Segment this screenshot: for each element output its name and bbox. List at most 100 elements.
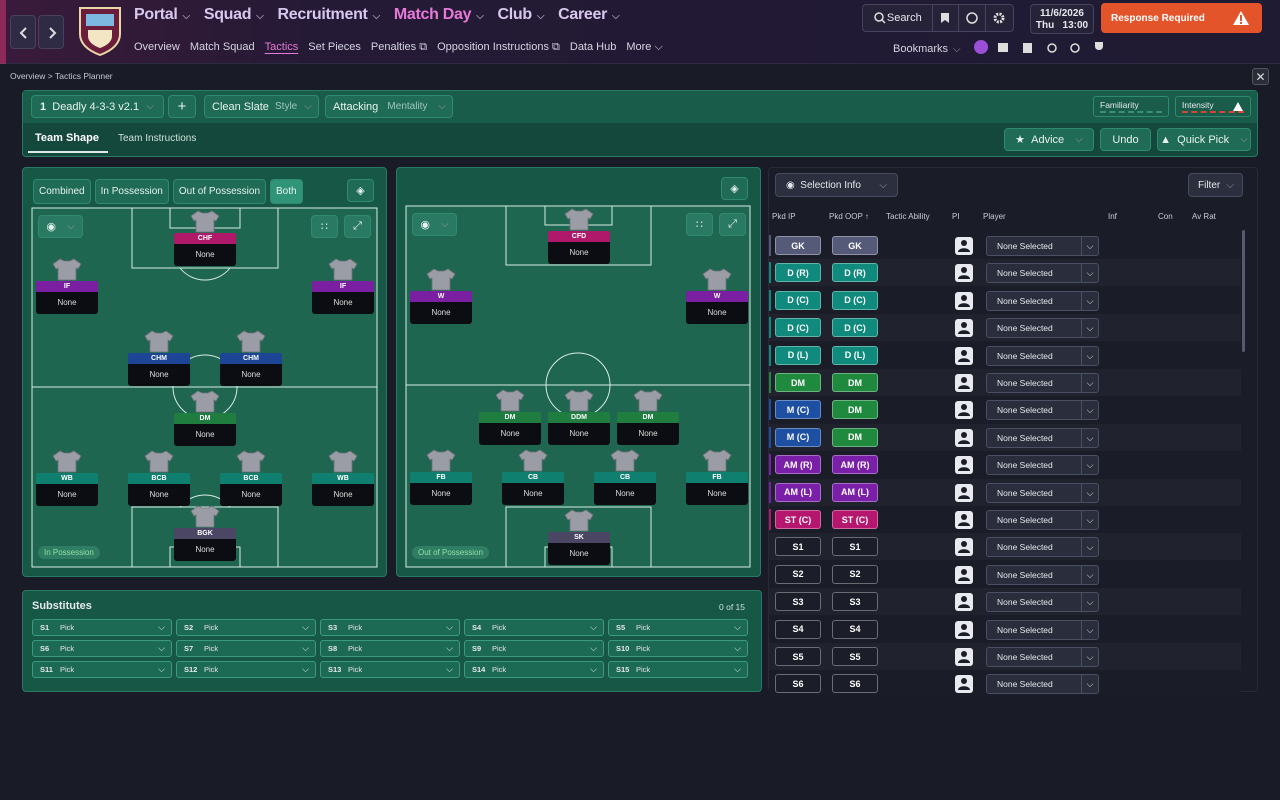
player-card[interactable]: WB None [312,449,374,506]
substitute-slot[interactable]: S7 Pick ⌵ [176,640,316,657]
settings-icon[interactable] [986,5,1013,31]
position-oop[interactable]: AM (R) [832,455,878,475]
position-oop[interactable]: S5 [832,647,878,666]
submenu-item[interactable]: Overview [134,41,180,53]
position-ip[interactable]: S3 [775,592,821,612]
player-instructions-button[interactable] [955,538,973,557]
search-button[interactable]: Search [863,5,933,31]
position-ip[interactable]: S5 [775,647,821,666]
alert-button[interactable]: Response Required [1101,3,1262,33]
dropdown-arrow[interactable]: ⌵ [1081,674,1099,695]
submenu-item[interactable]: Opposition Instructions ⧉ [437,41,560,53]
substitute-slot[interactable]: S6 Pick ⌵ [32,640,172,657]
player-card[interactable]: BCB None [220,449,282,506]
position-ip[interactable]: D (R) [775,263,821,283]
player-card[interactable]: FB None [410,448,472,505]
player-dropdown[interactable]: None Selected [986,455,1082,476]
player-instructions-button[interactable] [955,648,973,666]
menu-item[interactable]: Club ⌵ [497,6,544,24]
position-ip[interactable]: GK [775,236,821,255]
column-header[interactable]: Tactic Ability [886,212,930,221]
dropdown-arrow[interactable]: ⌵ [1081,619,1099,640]
player-instructions-button[interactable] [955,565,973,584]
dropdown-arrow[interactable]: ⌵ [1081,455,1099,476]
player-dropdown[interactable]: None Selected [986,400,1082,421]
player-card[interactable]: CHM None [128,329,190,386]
position-oop[interactable]: AM (L) [832,482,878,502]
expand-toggle[interactable]: ⤢ [719,213,746,236]
player-card[interactable]: CHF None [174,209,236,266]
advice-button[interactable]: ★ Advice ⌵ [1004,128,1094,151]
shape-filter[interactable]: In Possession [94,179,169,204]
pitch-settings[interactable]: ◈ [347,179,374,202]
shape-filter[interactable]: Combined [33,179,91,204]
dropdown-arrow[interactable]: ⌵ [1081,647,1099,667]
dropdown-arrow[interactable]: ⌵ [1081,482,1099,503]
column-header[interactable]: Con [1158,212,1173,221]
bookmarks-menu[interactable]: Bookmarks ⌵ [893,43,961,55]
position-oop[interactable]: ST (C) [832,510,878,529]
position-oop[interactable]: S2 [832,564,878,584]
dropdown-arrow[interactable]: ⌵ [1081,318,1099,339]
position-ip[interactable]: AM (R) [775,455,821,475]
player-card[interactable]: IF None [36,257,98,314]
dropdown-arrow[interactable]: ⌵ [1081,345,1099,366]
player-dropdown[interactable]: None Selected [986,619,1082,640]
substitute-slot[interactable]: S10 Pick ⌵ [608,640,748,657]
player-card[interactable]: CHM None [220,329,282,386]
column-header[interactable]: Inf [1108,212,1117,221]
substitute-slot[interactable]: S1 Pick ⌵ [32,619,172,636]
substitute-slot[interactable]: S13 Pick ⌵ [320,661,460,678]
substitute-slot[interactable]: S3 Pick ⌵ [320,619,460,636]
player-dropdown[interactable]: None Selected [986,510,1082,530]
column-header[interactable]: Player [983,212,1006,221]
player-instructions-button[interactable] [955,374,973,392]
player-instructions-button[interactable] [955,428,973,447]
position-ip[interactable]: S1 [775,537,821,557]
player-card[interactable]: DM None [479,388,541,445]
player-dropdown[interactable]: None Selected [986,373,1082,393]
position-ip[interactable]: D (C) [775,318,821,338]
substitute-slot[interactable]: S14 Pick ⌵ [464,661,604,678]
selection-info-dropdown[interactable]: ◉ Selection Info ⌵ [775,173,898,197]
submenu-item[interactable]: Data Hub [569,41,617,53]
position-oop[interactable]: GK [832,236,878,255]
position-oop[interactable]: S6 [832,674,878,694]
filter-button[interactable]: Filter ⌵ [1188,173,1243,197]
player-card[interactable]: FB None [686,448,748,505]
player-instructions-button[interactable] [955,401,973,420]
grid-toggle[interactable]: ∷ [686,213,713,236]
view-toggle[interactable]: ◉ ⌵ [412,213,457,236]
player-card[interactable]: DM None [617,388,679,445]
undo-button[interactable]: Undo [1100,128,1151,151]
tab[interactable]: Team Instructions [118,133,197,144]
position-ip[interactable]: M (C) [775,427,821,447]
menu-item[interactable]: Career ⌵ [558,6,619,24]
close-button[interactable]: ✕ [1252,68,1269,85]
player-card[interactable]: SK None [548,508,610,565]
menu-item[interactable]: Match Day ⌵ [394,6,484,24]
column-header[interactable]: Av Rat [1192,212,1216,221]
player-dropdown[interactable]: None Selected [986,674,1082,695]
position-ip[interactable]: ST (C) [775,510,821,529]
tab-active[interactable]: Team Shape [35,132,99,144]
dropdown-arrow[interactable]: ⌵ [1081,236,1099,256]
position-ip[interactable]: M (C) [775,400,821,420]
position-oop[interactable]: S1 [832,537,878,557]
player-card[interactable]: W None [686,267,748,324]
player-card[interactable]: DDM None [548,388,610,445]
globe-icon[interactable] [959,5,986,31]
player-instructions-button[interactable] [955,620,973,639]
position-oop[interactable]: D (C) [832,290,878,310]
familiarity-meter[interactable]: Familiarity [1093,96,1169,117]
player-instructions-button[interactable] [955,593,973,612]
player-dropdown[interactable]: None Selected [986,263,1082,284]
player-dropdown[interactable]: None Selected [986,482,1082,503]
pitch-settings[interactable]: ◈ [721,177,748,200]
club-crest[interactable] [78,6,122,56]
dropdown-arrow[interactable]: ⌵ [1081,263,1099,284]
column-header[interactable]: Pkd IP [772,212,796,221]
player-card[interactable]: W None [410,267,472,324]
grid-toggle[interactable]: ∷ [311,215,338,238]
player-card[interactable]: IF None [312,257,374,314]
